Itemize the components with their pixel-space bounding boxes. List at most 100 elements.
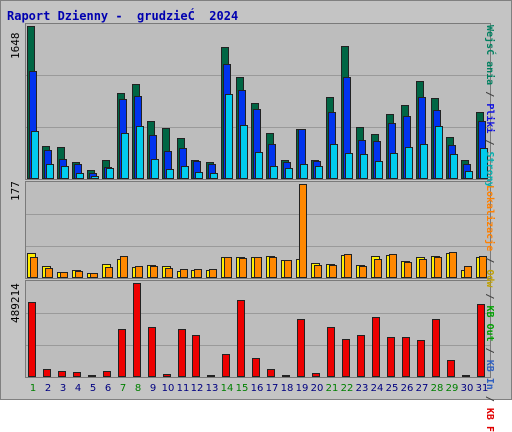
mid-bar-1-day-30 — [464, 266, 472, 278]
day-label-12: 12 — [190, 383, 204, 394]
mid-bar-1-day-29 — [449, 252, 457, 278]
legend-bottom: Lokalizacje / Odw / KB Out / KB In / KB … — [484, 185, 495, 432]
mid-bar-1-day-18 — [284, 260, 292, 278]
legend-bottom-item-8: KB F — [484, 407, 495, 432]
kb-bar-0-day-31 — [477, 304, 485, 377]
mid-bar-1-day-1 — [30, 257, 38, 278]
top-bar-2-day-29 — [450, 154, 458, 179]
top-bar-2-day-24 — [375, 161, 383, 179]
day-label-19: 19 — [295, 383, 309, 394]
mid-bar-1-day-15 — [239, 258, 247, 278]
mid-bar-1-day-2 — [45, 268, 53, 278]
mid-bar-1-day-25 — [389, 254, 397, 278]
top-bar-2-day-6 — [106, 168, 114, 179]
bot-max-label: 489214 — [9, 283, 22, 323]
mid-bar-1-day-22 — [344, 254, 352, 278]
kb-bar-0-day-10 — [163, 374, 171, 377]
day-label-21: 21 — [325, 383, 339, 394]
kb-bar-0-day-5 — [88, 375, 96, 377]
mid-bar-1-day-7 — [120, 256, 128, 278]
day-label-9: 9 — [149, 383, 157, 394]
kb-bar-0-day-6 — [103, 371, 111, 377]
day-label-13: 13 — [205, 383, 219, 394]
kb-bar-0-day-4 — [73, 372, 81, 377]
kb-bar-0-day-30 — [462, 375, 470, 377]
top-bar-2-day-3 — [61, 166, 69, 179]
top-bar-2-day-22 — [345, 153, 353, 179]
legend-bottom-item-7: / — [484, 395, 495, 402]
top-bar-2-day-1 — [31, 131, 39, 179]
mid-bar-1-day-16 — [254, 257, 262, 278]
day-label-6: 6 — [104, 383, 112, 394]
mid-bar-1-day-26 — [404, 262, 412, 278]
day-label-15: 15 — [235, 383, 249, 394]
top-bar-2-day-14 — [225, 94, 233, 179]
kb-chart — [25, 280, 491, 378]
top-max-label: 1648 — [9, 32, 22, 60]
sites-visitors-chart — [25, 181, 491, 279]
legend-bottom-item-3: / — [484, 293, 495, 300]
kb-bar-0-day-9 — [148, 327, 156, 377]
day-label-7: 7 — [119, 383, 127, 394]
day-label-5: 5 — [89, 383, 97, 394]
kb-bar-0-day-7 — [118, 329, 126, 377]
day-label-31: 31 — [475, 383, 489, 394]
top-bar-2-day-12 — [195, 172, 203, 179]
day-label-8: 8 — [134, 383, 142, 394]
mid-bar-1-day-10 — [165, 268, 173, 278]
legend-top-item-0: WejsĆ ania — [484, 25, 495, 86]
mid-bar-1-day-17 — [269, 257, 277, 278]
kb-bar-0-day-21 — [327, 327, 335, 377]
top-bar-2-day-27 — [420, 144, 428, 179]
legend-top-item-2: Pliki — [484, 103, 495, 134]
day-label-23: 23 — [355, 383, 369, 394]
kb-bar-0-day-26 — [402, 337, 410, 377]
day-label-16: 16 — [250, 383, 264, 394]
top-bar-2-day-25 — [390, 153, 398, 179]
top-bar-2-day-4 — [76, 173, 84, 179]
day-label-20: 20 — [310, 383, 324, 394]
day-label-3: 3 — [59, 383, 67, 394]
top-bar-2-day-2 — [46, 164, 54, 179]
day-label-22: 22 — [340, 383, 354, 394]
kb-bar-0-day-12 — [192, 335, 200, 377]
kb-bar-0-day-1 — [28, 302, 36, 377]
legend-top: WejsĆ ania / Pliki / Strony — [484, 25, 495, 188]
day-label-4: 4 — [74, 383, 82, 394]
mid-bar-1-day-27 — [419, 259, 427, 278]
kb-bar-0-day-16 — [252, 358, 260, 377]
day-label-28: 28 — [430, 383, 444, 394]
mid-bar-1-day-3 — [60, 272, 68, 278]
top-bar-2-day-18 — [285, 168, 293, 179]
kb-bar-0-day-25 — [387, 337, 395, 377]
day-label-2: 2 — [44, 383, 52, 394]
kb-bar-0-day-13 — [207, 375, 215, 377]
legend-top-item-1: / — [484, 91, 495, 98]
top-bar-2-day-31 — [480, 148, 488, 179]
mid-bar-1-day-13 — [209, 269, 217, 278]
kb-bar-0-day-20 — [312, 373, 320, 377]
mid-bar-1-day-20 — [314, 265, 322, 278]
top-bar-2-day-16 — [255, 152, 263, 179]
legend-bottom-item-5: / — [484, 347, 495, 354]
kb-bar-0-day-27 — [417, 340, 425, 377]
kb-bar-0-day-15 — [237, 300, 245, 377]
day-label-26: 26 — [400, 383, 414, 394]
mid-bar-1-day-28 — [434, 257, 442, 278]
mid-bar-1-day-23 — [359, 266, 367, 278]
top-bar-2-day-28 — [435, 126, 443, 179]
mid-bar-1-day-11 — [180, 269, 188, 278]
mid-bar-1-day-8 — [135, 266, 143, 278]
day-label-17: 17 — [265, 383, 279, 394]
top-bar-2-day-9 — [151, 159, 159, 179]
top-bar-2-day-21 — [330, 144, 338, 179]
day-label-30: 30 — [460, 383, 474, 394]
top-bar-2-day-23 — [360, 154, 368, 179]
kb-bar-0-day-8 — [133, 283, 141, 377]
top-bar-2-day-11 — [181, 166, 189, 179]
day-label-25: 25 — [385, 383, 399, 394]
day-label-24: 24 — [370, 383, 384, 394]
mid-bar-1-day-21 — [329, 265, 337, 278]
kb-bar-0-day-28 — [432, 319, 440, 377]
